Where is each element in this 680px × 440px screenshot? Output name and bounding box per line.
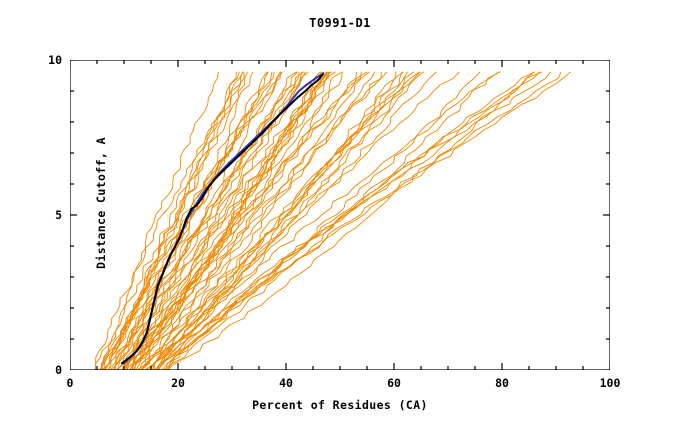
background-series-line (168, 71, 536, 370)
background-series-line (94, 71, 237, 370)
background-series-line (153, 71, 420, 370)
background-series-line (129, 71, 344, 370)
x-axis-label: Percent of Residues (CA) (252, 398, 428, 412)
background-series-line (94, 71, 244, 370)
background-series-line (138, 71, 382, 370)
background-series-line (100, 71, 248, 370)
background-series-line (163, 71, 500, 370)
background-series-line (152, 71, 415, 370)
y-tick-0: 0 (55, 363, 62, 377)
chart-canvas (70, 60, 610, 370)
plot-area: 0 5 10 0 20 40 60 80 100 Percent of Resi… (48, 53, 620, 412)
y-tick-5: 5 (55, 208, 62, 222)
background-series-line (103, 71, 282, 370)
y-axis-label: Distance Cutoff, A (94, 137, 108, 269)
background-series-line (101, 71, 219, 370)
background-series-line (124, 71, 331, 370)
background-series-line (155, 71, 404, 370)
background-series-line (135, 71, 358, 370)
background-series-line (117, 71, 275, 370)
background-series-line (114, 71, 303, 370)
x-tick-0: 0 (66, 376, 74, 390)
background-series-line (141, 71, 343, 370)
background-series-line (152, 71, 388, 370)
highlight-series-group (120, 71, 325, 365)
highlight-series-line (120, 73, 324, 365)
x-tick-60: 60 (387, 376, 401, 390)
x-tick-40: 40 (279, 376, 293, 390)
x-tick-80: 80 (495, 376, 509, 390)
background-series-line (154, 71, 481, 370)
background-series-line (103, 71, 273, 370)
background-series-line (166, 71, 562, 370)
x-tick-100: 100 (599, 376, 621, 390)
background-series-line (161, 71, 540, 370)
background-series-line (156, 71, 501, 370)
background-series-line (133, 71, 321, 370)
background-series-line (157, 71, 460, 370)
background-series-line (117, 71, 300, 370)
y-tick-10: 10 (48, 53, 62, 67)
background-series-line (134, 71, 362, 370)
background-series-line (140, 71, 368, 370)
background-series-line (167, 71, 536, 370)
x-tick-20: 20 (171, 376, 185, 390)
background-series-line (132, 71, 370, 370)
background-series-line (129, 71, 330, 370)
background-series-line (165, 71, 571, 370)
tick-marks (70, 60, 610, 370)
background-series-group (94, 71, 571, 370)
background-series-line (108, 71, 281, 370)
background-series-line (136, 71, 408, 370)
page-title: T0991-D1 (309, 16, 371, 30)
background-series-line (114, 71, 245, 370)
